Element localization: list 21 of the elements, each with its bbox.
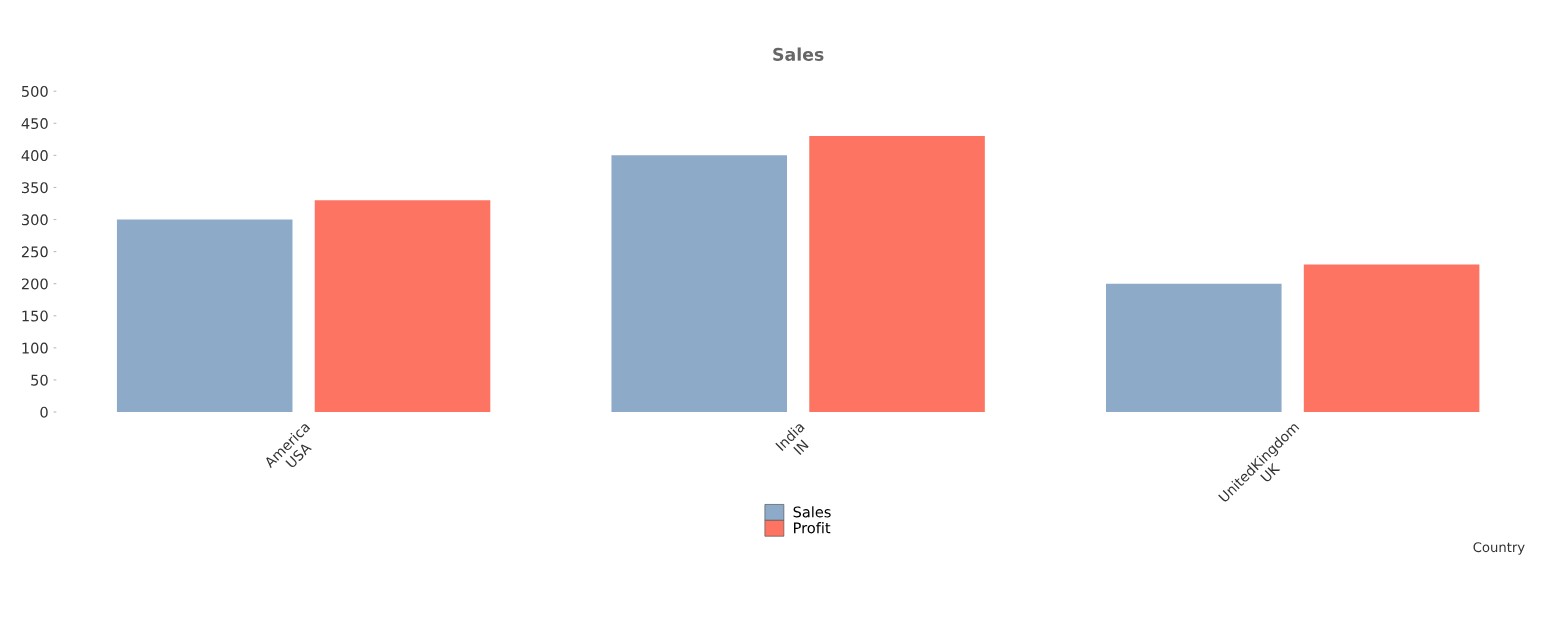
bar — [116, 219, 293, 412]
y-tick-label: 400 — [21, 150, 48, 162]
y-tick-label: 350 — [21, 182, 48, 194]
y-tick-label: 100 — [22, 342, 48, 354]
y-tick-label: 200 — [21, 278, 48, 290]
y-tick-label: 250 — [21, 246, 48, 258]
y-tick-label: 50 — [31, 374, 48, 386]
bar — [314, 200, 491, 412]
bar — [1303, 264, 1480, 412]
bar — [1106, 283, 1282, 412]
legend-label: Sales — [793, 506, 831, 518]
bar — [611, 155, 788, 412]
y-tick-label: 150 — [22, 310, 48, 322]
y-tick-label: 0 — [40, 406, 48, 418]
y-tick-label: 300 — [21, 214, 48, 226]
y-tick-label: 500 — [21, 85, 48, 97]
y-tick-label: 450 — [21, 118, 48, 130]
legend-label: Profit — [794, 522, 831, 534]
bar — [809, 136, 985, 412]
chart-title: Sales — [773, 47, 824, 61]
x-axis-title: Country — [1473, 542, 1525, 555]
